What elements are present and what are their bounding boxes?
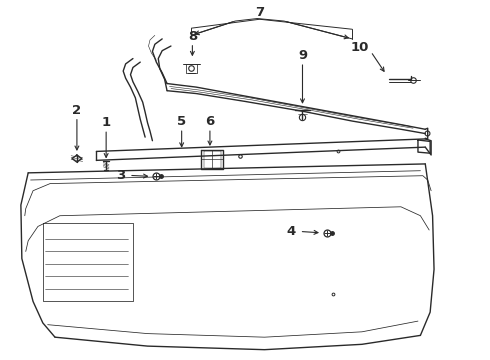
Text: 4: 4 xyxy=(287,225,296,238)
Text: 2: 2 xyxy=(73,104,81,117)
Text: 7: 7 xyxy=(255,6,264,19)
Text: 9: 9 xyxy=(298,49,307,62)
Text: 8: 8 xyxy=(188,30,197,43)
Text: 5: 5 xyxy=(177,115,186,128)
Text: 10: 10 xyxy=(350,41,368,54)
Text: 3: 3 xyxy=(116,169,125,182)
Text: 6: 6 xyxy=(205,115,215,128)
Text: 1: 1 xyxy=(101,116,111,129)
